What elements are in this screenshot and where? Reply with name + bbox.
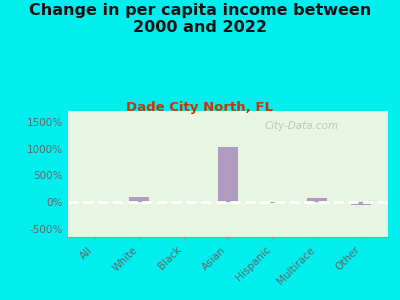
Text: City-Data.com: City-Data.com — [264, 121, 339, 131]
Text: Dade City North, FL: Dade City North, FL — [126, 100, 274, 113]
Bar — [351, 202, 371, 205]
Bar — [262, 202, 282, 203]
Bar — [129, 197, 149, 202]
Bar — [218, 148, 238, 202]
Bar — [307, 198, 327, 202]
Text: Change in per capita income between
2000 and 2022: Change in per capita income between 2000… — [29, 3, 371, 35]
